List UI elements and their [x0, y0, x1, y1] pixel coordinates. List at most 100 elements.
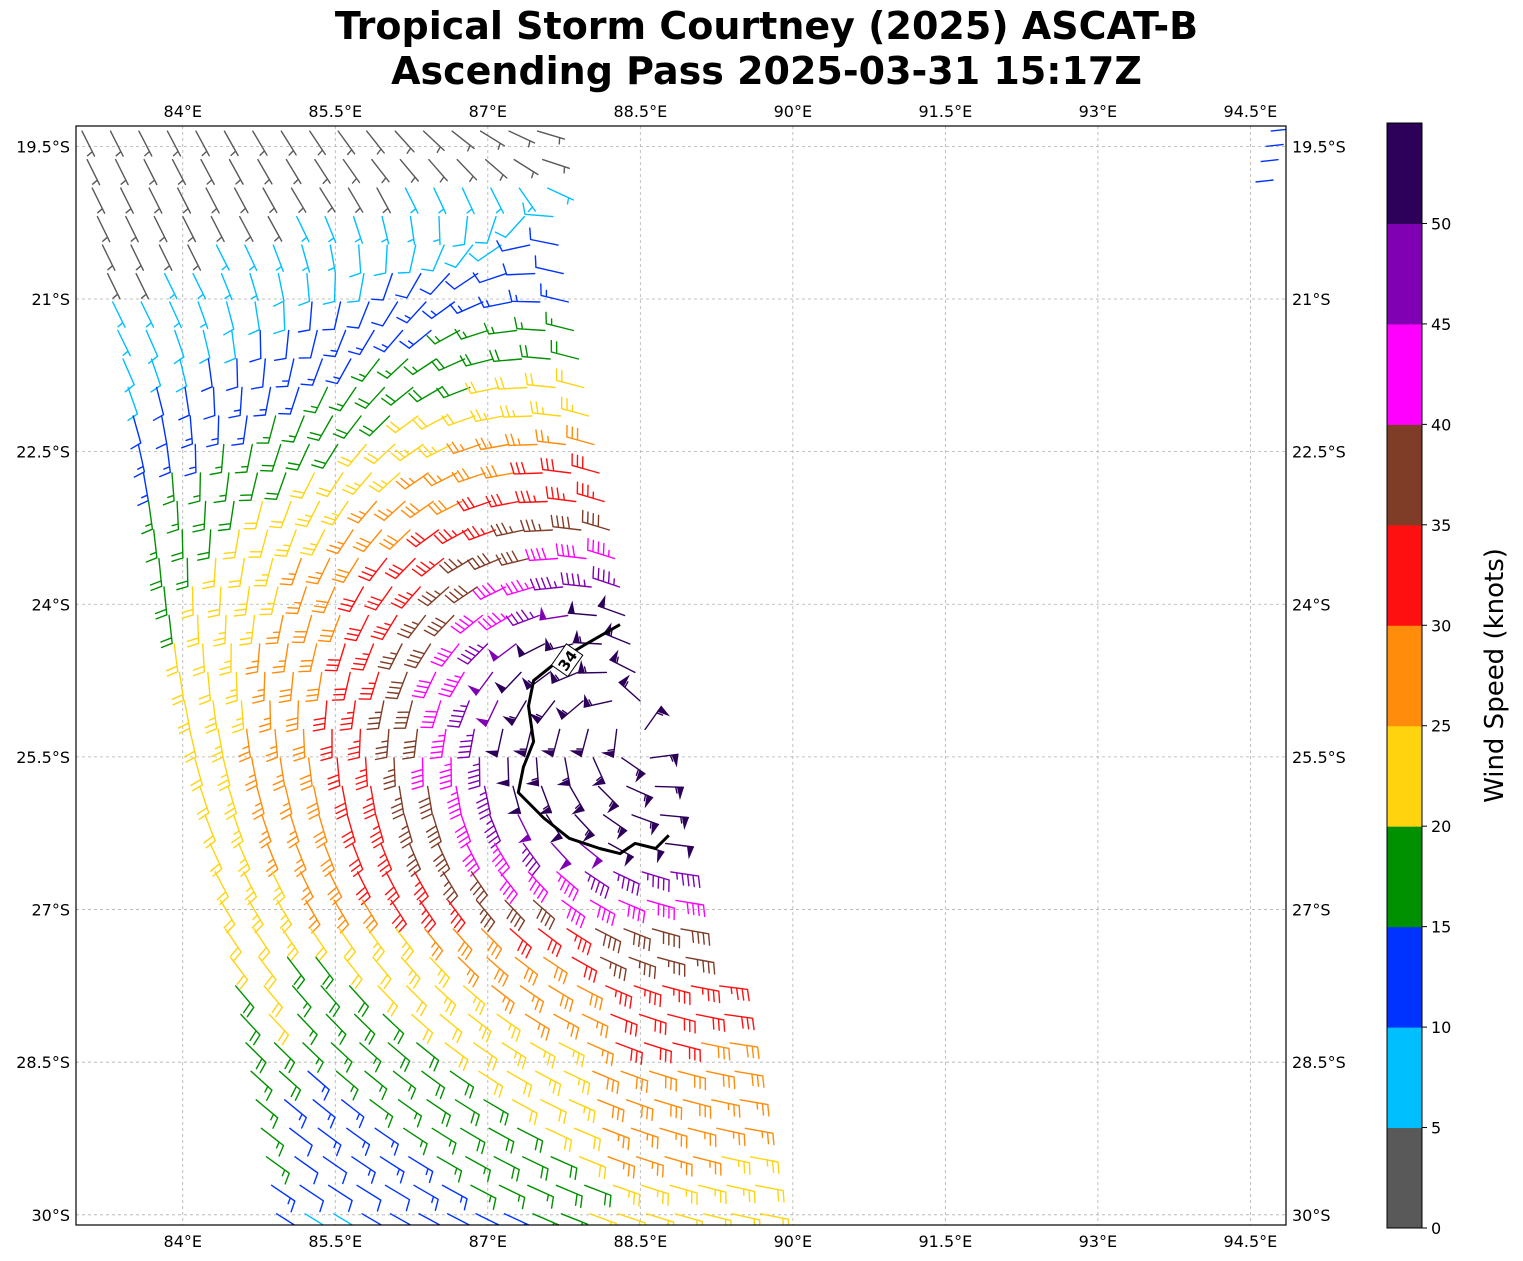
wind-barb	[273, 1042, 296, 1074]
lon-tick-top: 94.5°E	[1224, 102, 1278, 121]
wind-barb	[431, 1127, 457, 1155]
wind-barb	[444, 1042, 469, 1071]
wind-barb	[285, 586, 307, 615]
wind-barb	[571, 453, 600, 474]
wind-barb	[322, 272, 337, 305]
wind-barb	[545, 311, 575, 332]
wind-barb	[602, 1127, 630, 1151]
wind-barb	[379, 529, 411, 550]
wind-barb	[224, 785, 237, 820]
wind-barb	[638, 1013, 667, 1036]
wind-barb	[667, 1013, 696, 1034]
wind-barb	[162, 472, 175, 506]
colorbar-tick-label: 40	[1431, 415, 1451, 434]
colorbar-bin	[1387, 223, 1422, 325]
wind-barb	[326, 529, 354, 555]
wind-barb	[536, 130, 566, 145]
wind-barb	[278, 386, 300, 415]
lon-tick-top: 88.5°E	[613, 102, 667, 121]
wind-barb	[485, 493, 520, 508]
wind-barb	[510, 461, 543, 475]
wind-barb	[367, 1242, 392, 1261]
wind-barb	[355, 757, 368, 791]
colorbar-bin	[1387, 524, 1422, 626]
wind-barb	[359, 415, 391, 437]
lon-tick-top: 90°E	[774, 102, 812, 121]
wind-barb	[449, 1070, 475, 1099]
wind-barb	[285, 158, 302, 185]
wind-barb	[350, 358, 380, 382]
wind-barb	[155, 415, 168, 450]
wind-barb	[176, 557, 189, 591]
lon-tick-bottom: 87°E	[469, 1232, 507, 1251]
wind-barb	[298, 329, 318, 359]
wind-barb	[291, 614, 313, 644]
wind-barb	[411, 557, 445, 577]
wind-barb-pennant	[494, 681, 507, 694]
wind-barb	[160, 614, 173, 649]
wind-barb	[243, 500, 264, 530]
wind-barb	[390, 443, 424, 462]
wind-barb	[500, 579, 535, 596]
wind-barb	[524, 372, 556, 389]
wind-barb	[159, 443, 171, 478]
wind-barb	[125, 215, 139, 243]
wind-barb	[289, 472, 315, 499]
wind-barb	[267, 215, 283, 242]
wind-barb	[346, 301, 370, 329]
wind-barb	[421, 1070, 446, 1100]
colorbar-tick-label: 50	[1431, 214, 1451, 233]
wind-barb	[348, 985, 370, 1017]
wind-barb	[479, 130, 506, 150]
wind-barb-pennant	[609, 649, 619, 664]
wind-barb	[271, 871, 286, 906]
wind-barb	[396, 301, 427, 324]
wind-barb	[273, 301, 286, 335]
wind-barb	[197, 529, 212, 561]
wind-barb	[558, 1042, 585, 1068]
wind-barb	[489, 349, 523, 362]
wind-barb	[576, 481, 605, 503]
wind-barb	[158, 244, 173, 271]
wind-barb	[470, 409, 505, 422]
wind-barb	[649, 1070, 678, 1092]
wind-barb	[337, 130, 356, 156]
wind-barb	[200, 158, 215, 185]
wind-barb-pennant	[539, 606, 547, 621]
wind-barb	[672, 1042, 701, 1062]
wind-barb	[238, 472, 259, 502]
wind-barb	[513, 158, 539, 179]
wind-barb	[292, 985, 312, 1018]
wind-barb	[376, 358, 409, 379]
wind-barb	[456, 158, 478, 183]
map-frame	[75, 125, 1287, 1226]
wind-barb	[198, 671, 212, 705]
wind-barb	[460, 1127, 486, 1155]
wind-barb	[228, 158, 244, 185]
wind-barb	[206, 415, 220, 448]
wind-barb-pennant	[681, 816, 690, 831]
wind-barb	[623, 928, 651, 952]
wind-barb	[339, 700, 356, 731]
wind-barb	[330, 1042, 353, 1073]
wind-barb	[406, 842, 421, 877]
wind-barb	[376, 187, 391, 214]
wind-barb	[130, 244, 144, 271]
lon-tick-bottom: 94.5°E	[1224, 1232, 1278, 1251]
wind-barb	[488, 1127, 515, 1154]
wind-barb	[333, 899, 350, 934]
wind-barb	[498, 1184, 526, 1210]
title-line-1: Tropical Storm Courtney (2025) ASCAT-B	[334, 4, 1199, 48]
wind-barb	[260, 443, 282, 472]
wind-barb	[495, 550, 530, 566]
wind-barb	[373, 244, 388, 277]
wind-barb	[538, 928, 562, 958]
wind-barb	[439, 557, 473, 574]
wind-barb	[571, 956, 598, 983]
wind-barb-pennant	[607, 801, 620, 814]
wind-barb	[586, 1042, 614, 1067]
wind-barb	[476, 785, 492, 820]
lat-tick-right: 24°S	[1292, 595, 1331, 614]
colorbar-tick-label: 25	[1431, 717, 1451, 736]
wind-barb-pennant	[488, 648, 500, 662]
